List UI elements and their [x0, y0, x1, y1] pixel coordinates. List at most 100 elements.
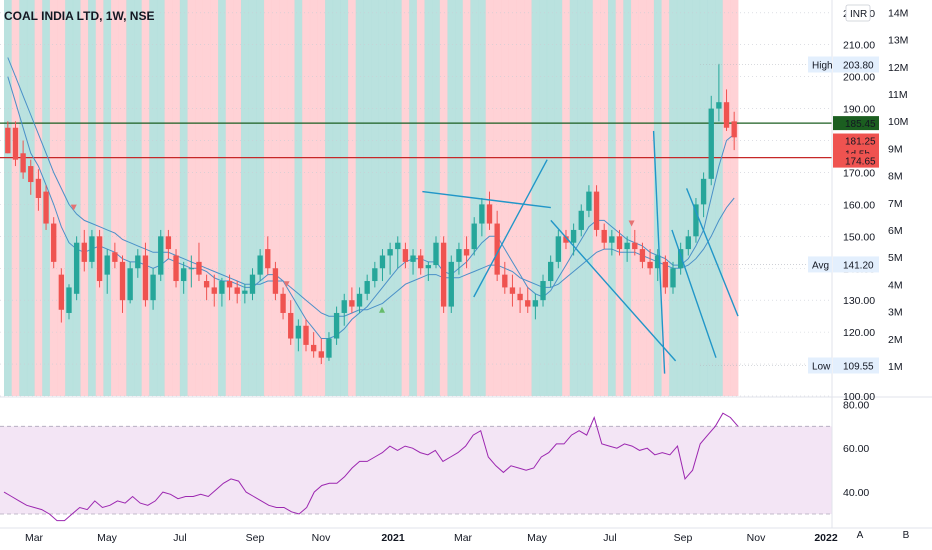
bg-stripe [623, 0, 632, 396]
bg-stripe [309, 0, 318, 396]
candle-body [58, 274, 65, 310]
bg-stripe [493, 0, 502, 396]
candle-body [716, 102, 722, 109]
down-triangle-marker [70, 204, 77, 211]
price-tag-label: 181.25 [845, 137, 876, 148]
rsi-band [0, 426, 832, 515]
bg-stripe [615, 0, 624, 396]
candle-body [112, 252, 118, 262]
rsi-tick-label: 60.00 [843, 443, 869, 455]
candle-body [73, 242, 80, 294]
candle-body [364, 281, 370, 294]
bg-stripe [646, 0, 655, 396]
stat-label: High [812, 61, 833, 72]
stat-label-box [808, 357, 832, 374]
candle-body [609, 236, 615, 243]
candle-body [555, 236, 561, 262]
candle-body [685, 236, 691, 250]
candle-body [341, 300, 347, 313]
candle-body [525, 300, 531, 307]
bg-stripe [325, 0, 334, 396]
bg-stripe [508, 0, 517, 396]
stat-value-box [833, 56, 879, 73]
candle-body [639, 249, 646, 262]
x-tick-label: Sep [674, 532, 693, 544]
chart-title: COAL INDIA LTD, 1W, NSE [4, 9, 155, 23]
candle-body [616, 236, 623, 250]
candle-body [624, 242, 630, 250]
bg-stripe [88, 0, 97, 396]
stat-label: Low [812, 362, 831, 373]
x-tick-label: Nov [747, 532, 766, 544]
horizontal-price-lines [0, 122, 832, 159]
volume-tick-label: 3M [888, 307, 903, 319]
bg-stripe [156, 0, 165, 396]
x-tick-label: 2021 [381, 532, 405, 544]
bg-stripe [455, 0, 464, 396]
bg-stripe [539, 0, 548, 396]
x-tick-label: Mar [454, 532, 473, 544]
bg-stripe [516, 0, 525, 396]
price-tick-label: 160.00 [843, 199, 875, 211]
bg-stripe [447, 0, 456, 396]
bg-stripe [386, 0, 395, 396]
candle-body [181, 268, 187, 282]
bg-stripe [111, 0, 120, 396]
up-triangle-marker [379, 306, 386, 313]
axis-button-b[interactable]: B [902, 530, 910, 541]
candle-body [242, 290, 248, 294]
bg-stripe [371, 0, 380, 396]
bg-stripe [202, 0, 211, 396]
bg-stripe [523, 0, 532, 396]
candle-body [463, 249, 470, 256]
candle-body [280, 293, 286, 313]
candle-body [632, 242, 638, 250]
bg-stripe [608, 0, 617, 396]
volume-tick-label: 4M [888, 279, 903, 291]
down-triangle-marker [628, 220, 635, 227]
bg-stripe [256, 0, 265, 396]
bg-stripe [26, 0, 35, 396]
candle-body [295, 325, 302, 339]
x-tick-label: Nov [312, 532, 331, 544]
bg-stripe [141, 0, 150, 396]
volume-tick-label: 6M [888, 225, 903, 237]
candle-body [723, 102, 730, 128]
candle-body [135, 255, 141, 269]
moving-averages [7, 57, 735, 339]
volume-tick-label: 1M [888, 361, 903, 373]
bg-stripe [531, 0, 540, 396]
candle-body [593, 191, 600, 230]
candle-body [249, 274, 256, 294]
candle-body [471, 223, 477, 250]
candle-body [288, 312, 294, 339]
candle-body [387, 249, 393, 256]
stat-label-box [808, 256, 832, 273]
axis-button-a[interactable]: A [856, 530, 864, 541]
candle-body [731, 121, 737, 138]
price-tick-label: 150.00 [843, 231, 875, 243]
stat-value-box [833, 256, 879, 273]
bg-stripe [393, 0, 402, 396]
bg-stripe [263, 0, 273, 396]
bg-stripe [562, 0, 571, 396]
volume-tick-label: 7M [888, 198, 903, 210]
candle-body [5, 127, 11, 154]
candle-body [28, 166, 34, 183]
candle-body [356, 293, 363, 307]
price-tick-label: 120.00 [843, 327, 875, 339]
candle-body [234, 287, 240, 294]
candle-body [265, 249, 271, 269]
ma-slow-line [7, 57, 735, 317]
bg-stripe [126, 0, 135, 396]
candle-body [150, 274, 156, 301]
candle-body [395, 242, 401, 250]
trend-line [685, 188, 739, 317]
candle-body [173, 255, 179, 282]
price-tag-label: 174.65 [845, 157, 876, 168]
candle-body [165, 236, 172, 250]
candle-body [326, 338, 332, 358]
grid-lines [0, 12, 832, 397]
trend-lines[interactable] [422, 130, 739, 374]
